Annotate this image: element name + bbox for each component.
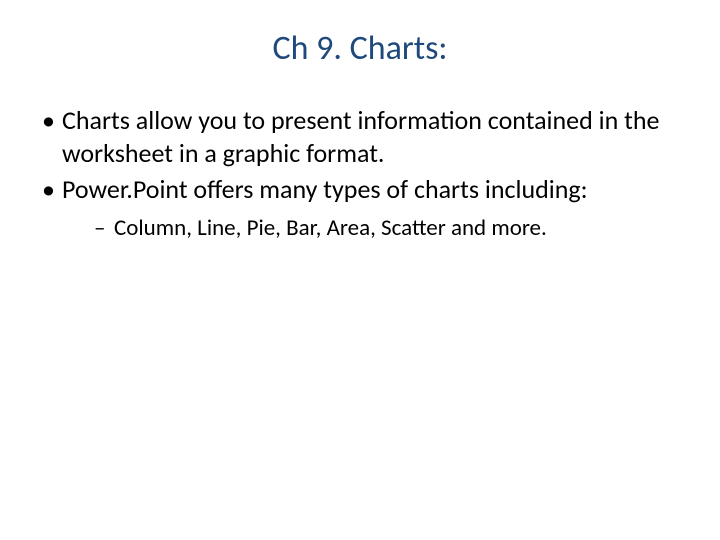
slide-title: Ch 9. Charts: [30, 28, 690, 69]
sub-list: Column, Line, Pie, Bar, Area, Scatter an… [62, 214, 690, 244]
bullet-list: Charts allow you to present information … [30, 104, 690, 243]
sub-text: Column, Line, Pie, Bar, Area, Scatter an… [114, 214, 547, 242]
bullet-item: Charts allow you to present information … [38, 104, 690, 169]
bullet-item: Power.Point offers many types of charts … [38, 173, 690, 243]
sub-item: Column, Line, Pie, Bar, Area, Scatter an… [92, 214, 690, 244]
bullet-text: Power.Point offers many types of charts … [62, 173, 588, 205]
bullet-text: Charts allow you to present information … [62, 104, 659, 169]
